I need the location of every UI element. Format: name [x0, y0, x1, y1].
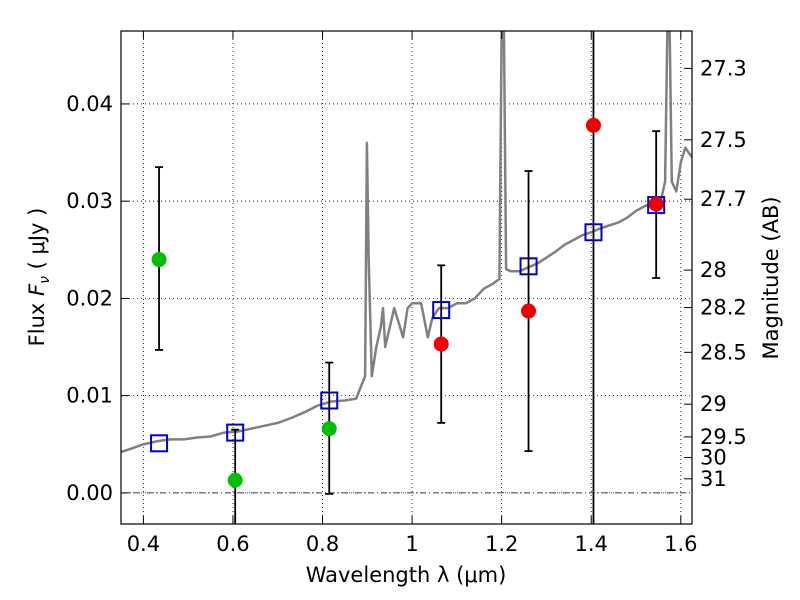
x-tick-label: 0.8 [306, 532, 339, 556]
magnitude-tick-label: 28.2 [700, 296, 747, 320]
model-photometry-square [432, 301, 451, 320]
x-tick-label: 0.6 [216, 532, 249, 556]
y-tick-label: 0.02 [66, 286, 113, 310]
magnitude-tick-label: 27.3 [700, 56, 747, 80]
model-photometry-square [320, 391, 339, 410]
model-spectrum-line [121, 31, 692, 454]
observed-flux-point [585, 117, 601, 133]
observed-flux-point [521, 303, 537, 319]
magnitude-tick-label: 29.5 [700, 425, 747, 449]
x-axis-ticks: 0.4 0.6 0.8 1 1.2 1.4 1.6 [127, 31, 698, 556]
data-markers [150, 117, 666, 488]
plot-background [121, 31, 692, 524]
x-axis-label: Wavelength λ (μm) [306, 563, 507, 587]
magnitude-tick-label: 27.7 [700, 187, 747, 211]
magnitude-tick-label: 28.5 [700, 340, 747, 364]
magnitude-tick-label: 29 [700, 392, 727, 416]
y-tick-label: 0.01 [66, 384, 113, 408]
x-tick-label: 1.6 [664, 532, 697, 556]
model-photometry-square [519, 257, 538, 276]
y-axis-label: Flux Fν ( μJy ) [25, 208, 53, 347]
model-photometry-square [150, 434, 169, 453]
observed-flux-point [321, 421, 337, 437]
plot-area [121, 31, 692, 524]
magnitude-tick-label: 28 [700, 258, 727, 282]
y-tick-label: 0.04 [66, 92, 113, 116]
y-axis-ticks: 0.00 0.01 0.02 0.03 0.04 [66, 92, 129, 505]
x-tick-label: 1 [405, 532, 418, 556]
y-tick-label: 0.00 [66, 481, 113, 505]
observed-flux-point [227, 472, 243, 488]
x-tick-label: 1.4 [575, 532, 608, 556]
x-tick-label: 1.2 [485, 532, 518, 556]
x-tick-label: 0.4 [127, 532, 160, 556]
magnitude-axis-label: Magnitude (AB) [759, 196, 783, 359]
observed-flux-point [433, 336, 449, 352]
magnitude-tick-label: 31 [700, 467, 727, 491]
y-tick-label: 0.03 [66, 189, 113, 213]
magnitude-tick-label: 27.5 [700, 128, 747, 152]
plot-frame [120, 30, 693, 525]
observed-flux-point [648, 196, 664, 212]
magnitude-tick-label: 30 [700, 446, 727, 470]
model-photometry-square [226, 423, 245, 442]
observed-flux-point [151, 252, 167, 268]
model-spectrum [121, 31, 692, 454]
model-photometry-square [584, 223, 603, 242]
